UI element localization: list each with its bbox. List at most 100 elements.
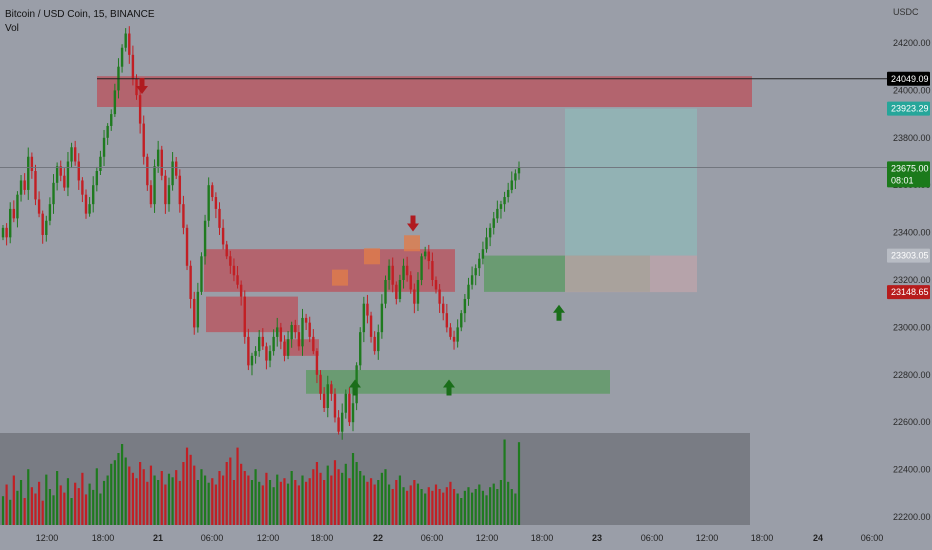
volume-bar <box>424 493 427 525</box>
time-tick: 18:00 <box>311 533 334 543</box>
volume-bar <box>312 469 315 525</box>
symbol-title[interactable]: Bitcoin / USD Coin, 15, BINANCE <box>5 9 155 20</box>
volume-bar <box>27 469 30 525</box>
volume-bar <box>517 442 521 525</box>
volume-bar <box>88 483 91 525</box>
volume-bar <box>463 490 466 525</box>
candle <box>193 298 196 328</box>
price-badge <box>887 248 930 263</box>
volume-bar <box>485 495 488 525</box>
candle <box>113 90 117 115</box>
volume-bar <box>139 462 142 525</box>
volume-bar <box>268 480 272 525</box>
candle <box>247 336 250 366</box>
candle <box>59 166 62 176</box>
volume-bar <box>489 487 492 525</box>
price-tick: 22400.00 <box>893 465 931 475</box>
down-arrow-icon <box>136 78 148 95</box>
volume-bar <box>196 480 199 525</box>
candle <box>120 47 124 67</box>
volume-bar <box>514 493 517 525</box>
candle <box>319 374 322 394</box>
candle <box>92 185 95 205</box>
volume-bar <box>384 469 387 525</box>
candle <box>178 175 182 205</box>
candle <box>373 336 376 352</box>
candle <box>344 393 347 413</box>
candle <box>268 351 272 361</box>
volume-bar <box>481 490 485 525</box>
volume-bar <box>258 481 261 525</box>
candle <box>456 327 459 342</box>
volume-bar <box>496 489 499 525</box>
time-tick: 06:00 <box>201 533 224 543</box>
price-tick: 22200.00 <box>893 512 931 522</box>
volume-bar <box>164 484 167 525</box>
candle <box>5 227 8 238</box>
volume-bar <box>16 490 19 525</box>
volume-bar <box>369 478 373 525</box>
time-tick: 18:00 <box>751 533 774 543</box>
time-axis-layer: 12:00 18:00 21 06:00 12:00 18:00 22 06:00 12:00 1… <box>36 533 884 543</box>
candle <box>427 251 430 262</box>
volume-bar <box>66 478 70 525</box>
candle <box>463 298 467 314</box>
volume-bar <box>330 475 333 525</box>
volume-bar <box>225 462 228 525</box>
orange-marker <box>404 235 420 252</box>
volume-bar <box>92 489 95 525</box>
candle <box>156 149 160 167</box>
price-badge-label: 24049.09 <box>891 74 929 84</box>
price-badge <box>887 161 930 188</box>
candle <box>254 351 257 356</box>
volume-bar <box>391 489 394 525</box>
volume-bar <box>189 454 192 525</box>
candle <box>312 336 315 352</box>
candle <box>232 265 236 276</box>
volume-bar <box>276 474 279 525</box>
time-tick: 12:00 <box>257 533 280 543</box>
volume-bar <box>283 478 286 525</box>
volume-bar <box>117 453 120 525</box>
volume-bar <box>315 462 319 525</box>
candle <box>359 332 362 366</box>
chart-legend: Bitcoin / USD Coin, 15, BINANCE Vol <box>5 8 155 36</box>
candle <box>384 280 387 304</box>
candle <box>326 384 329 408</box>
price-badge-label: 23675.00 <box>891 163 929 173</box>
volume-bar <box>52 495 55 525</box>
candle <box>164 175 167 205</box>
candle <box>66 161 70 188</box>
volume-bar <box>373 484 376 525</box>
volume-indicator-label[interactable]: Vol <box>5 23 19 34</box>
price-unit-label: USDC <box>893 7 919 17</box>
candle <box>297 332 301 347</box>
supply-zone <box>204 249 455 292</box>
volume-bar <box>70 498 73 525</box>
candle <box>9 208 12 238</box>
volume-bar <box>333 460 337 525</box>
volume-bar <box>160 471 163 525</box>
volume-bar <box>178 480 181 525</box>
price-badges-layer: 24049.09 23923.29 23675.00 08:01 23303.05 231… <box>887 71 930 300</box>
volume-bar <box>167 473 171 525</box>
candle <box>146 156 149 186</box>
volume-bar <box>351 453 355 525</box>
volume-bar <box>236 447 239 525</box>
candle <box>153 166 156 205</box>
volume-bar <box>157 480 160 525</box>
candle <box>171 161 174 186</box>
candle <box>19 180 23 195</box>
volume-bar <box>359 471 362 525</box>
candle <box>395 284 398 299</box>
candle <box>265 346 268 361</box>
candle <box>250 355 254 366</box>
volume-bar <box>380 472 383 525</box>
candle <box>257 336 261 352</box>
time-tick: 23 <box>592 533 602 543</box>
candle <box>138 95 142 124</box>
candle <box>52 182 55 205</box>
volume-bar <box>229 457 232 525</box>
volume-bar <box>146 481 149 525</box>
